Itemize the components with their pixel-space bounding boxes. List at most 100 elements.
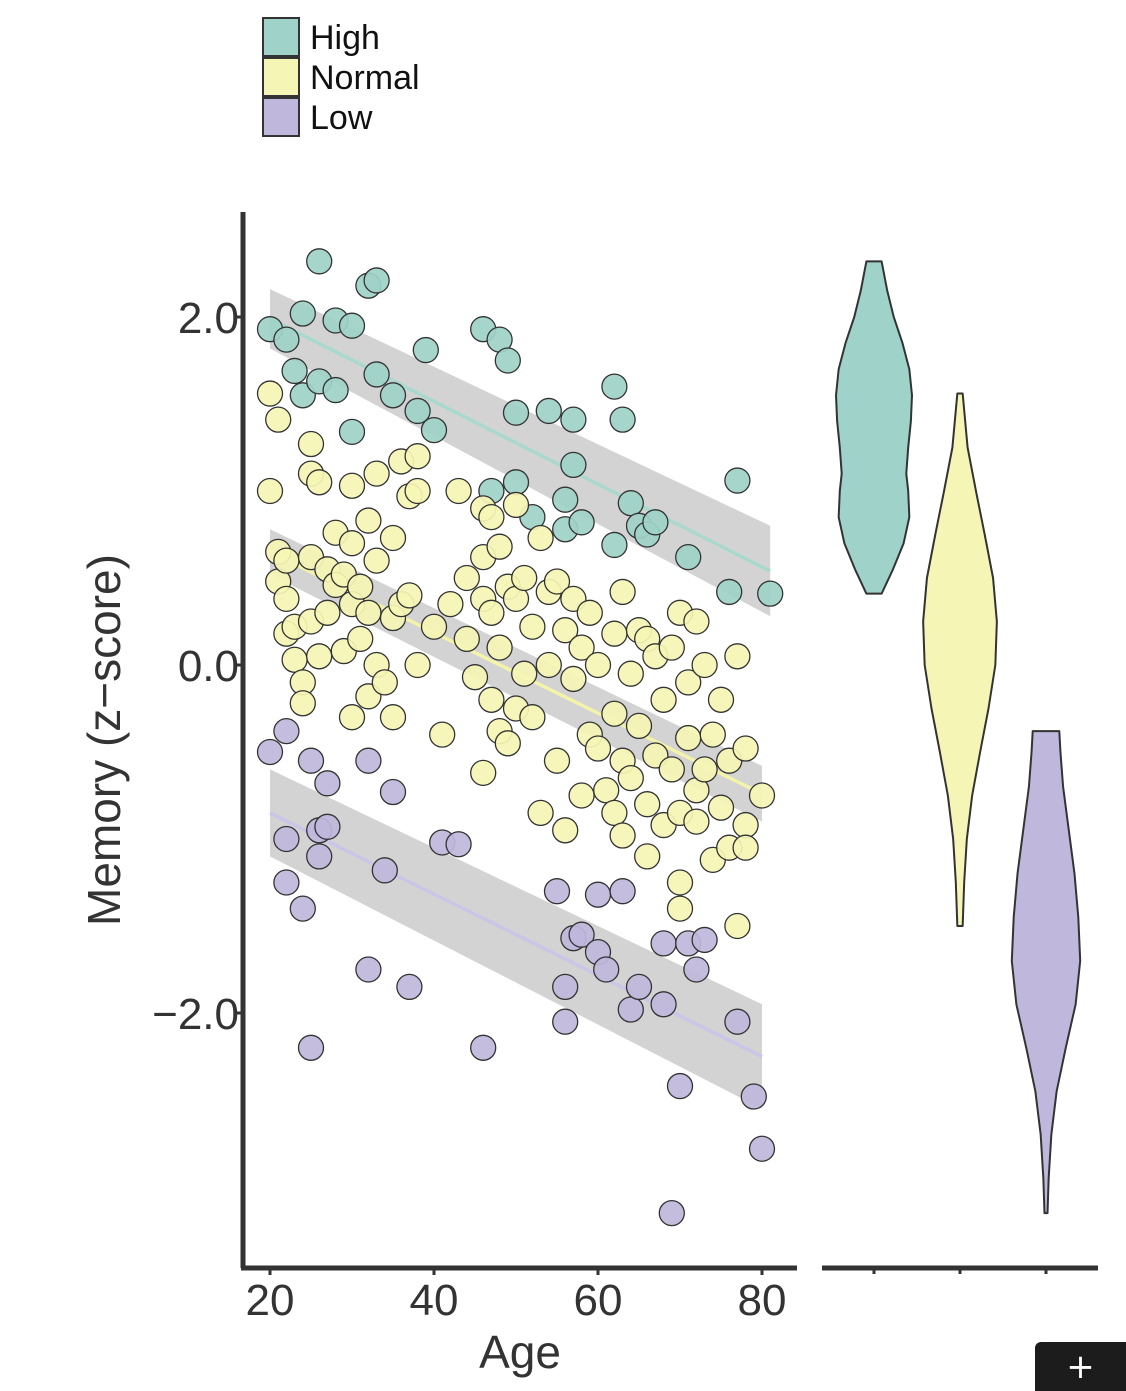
point-normal-101 [634,791,661,818]
point-normal-72 [519,704,546,731]
point-normal-112 [666,895,694,922]
point-normal-95 [609,822,636,849]
point-high-41 [757,580,784,607]
ci-band-low [270,769,762,1109]
point-normal-122 [707,686,735,713]
point-low-3 [273,869,300,896]
legend-swatch-high [262,17,300,57]
point-low-11 [355,747,382,774]
fit-line-high [269,317,771,573]
point-low-39 [748,1135,776,1162]
point-high-13 [363,361,390,388]
point-low-31 [650,930,677,957]
axis-labels: Age Memory (z−score) [78,554,561,1378]
point-low-10 [314,813,341,840]
scatter-axes: 20 40 60 80 2.0 0.0 −2.0 [152,212,797,1325]
point-normal-78 [543,747,571,774]
point-normal-123 [707,794,735,821]
point-low-33 [666,1072,694,1100]
point-normal-83 [568,634,595,661]
point-normal-59 [478,599,505,626]
point-normal-70 [511,660,538,687]
point-normal-90 [601,620,628,647]
point-normal-114 [675,724,702,752]
point-normal-62 [486,634,513,661]
violin-panel [822,260,1098,1274]
point-normal-0 [256,477,284,505]
y-tick-label-0: 2.0 [178,294,239,343]
point-normal-96 [617,660,644,687]
legend-swatch-normal [262,57,300,97]
point-normal-108 [658,756,685,783]
point-normal-19 [314,599,341,626]
point-normal-36 [371,669,398,696]
point-low-18 [470,1034,497,1061]
x-tick-label-40: 40 [410,1276,459,1325]
point-normal-82 [560,665,587,693]
point-high-2 [281,357,308,385]
point-normal-37 [379,524,407,552]
point-high-32 [601,531,628,559]
x-tick-label-60: 60 [574,1276,623,1325]
point-low-21 [552,1008,579,1035]
point-normal-16 [306,469,333,496]
point-high-29 [560,451,587,479]
point-high-15 [404,397,431,425]
point-high-40 [724,467,751,494]
point-normal-118 [691,651,718,679]
violin-high [835,260,913,595]
expand-button[interactable]: + [1035,1342,1126,1391]
y-tick-label-2: −2.0 [152,990,239,1039]
point-high-14 [379,382,407,409]
point-high-1 [273,326,300,353]
point-low-0 [256,738,284,766]
point-low-29 [625,973,653,1001]
point-low-17 [445,831,472,858]
point-normal-48 [429,721,456,748]
point-low-12 [355,956,382,983]
point-normal-66 [502,491,530,519]
point-normal-115 [683,608,710,635]
x-tick-label-80: 80 [738,1276,787,1325]
point-low-19 [543,878,571,905]
point-normal-128 [732,735,759,762]
point-normal-74 [527,799,554,827]
point-normal-73 [527,524,554,552]
point-normal-92 [601,799,628,827]
point-normal-44 [404,443,431,470]
point-normal-121 [699,721,726,748]
point-normal-43 [396,582,423,609]
point-normal-9 [281,646,308,673]
point-normal-71 [519,613,546,640]
point-normal-46 [404,651,431,679]
point-normal-79 [552,817,579,844]
point-normal-5 [273,547,300,574]
point-normal-107 [658,634,685,661]
point-normal-119 [691,756,718,783]
point-normal-87 [584,651,612,679]
point-normal-117 [683,808,710,835]
point-normal-17 [306,643,333,670]
point-normal-93 [609,578,636,606]
point-low-27 [609,878,636,905]
point-normal-49 [437,590,464,618]
point-normal-27 [338,704,366,731]
violin-normal [922,392,998,927]
point-high-22 [502,469,530,496]
point-low-38 [740,1083,767,1110]
point-normal-34 [363,547,390,574]
point-normal-97 [617,764,644,792]
point-low-4 [289,895,316,922]
point-high-33 [609,406,636,433]
point-normal-57 [470,759,497,787]
point-normal-106 [650,686,677,713]
legend-swatch-low [262,97,300,137]
point-normal-76 [535,651,562,679]
y-axis-title: Memory (z−score) [78,554,130,926]
point-low-30 [650,991,677,1018]
point-normal-52 [453,625,480,653]
point-low-8 [306,843,333,870]
point-high-37 [642,509,669,536]
point-low-35 [683,956,710,983]
point-high-28 [560,406,587,433]
